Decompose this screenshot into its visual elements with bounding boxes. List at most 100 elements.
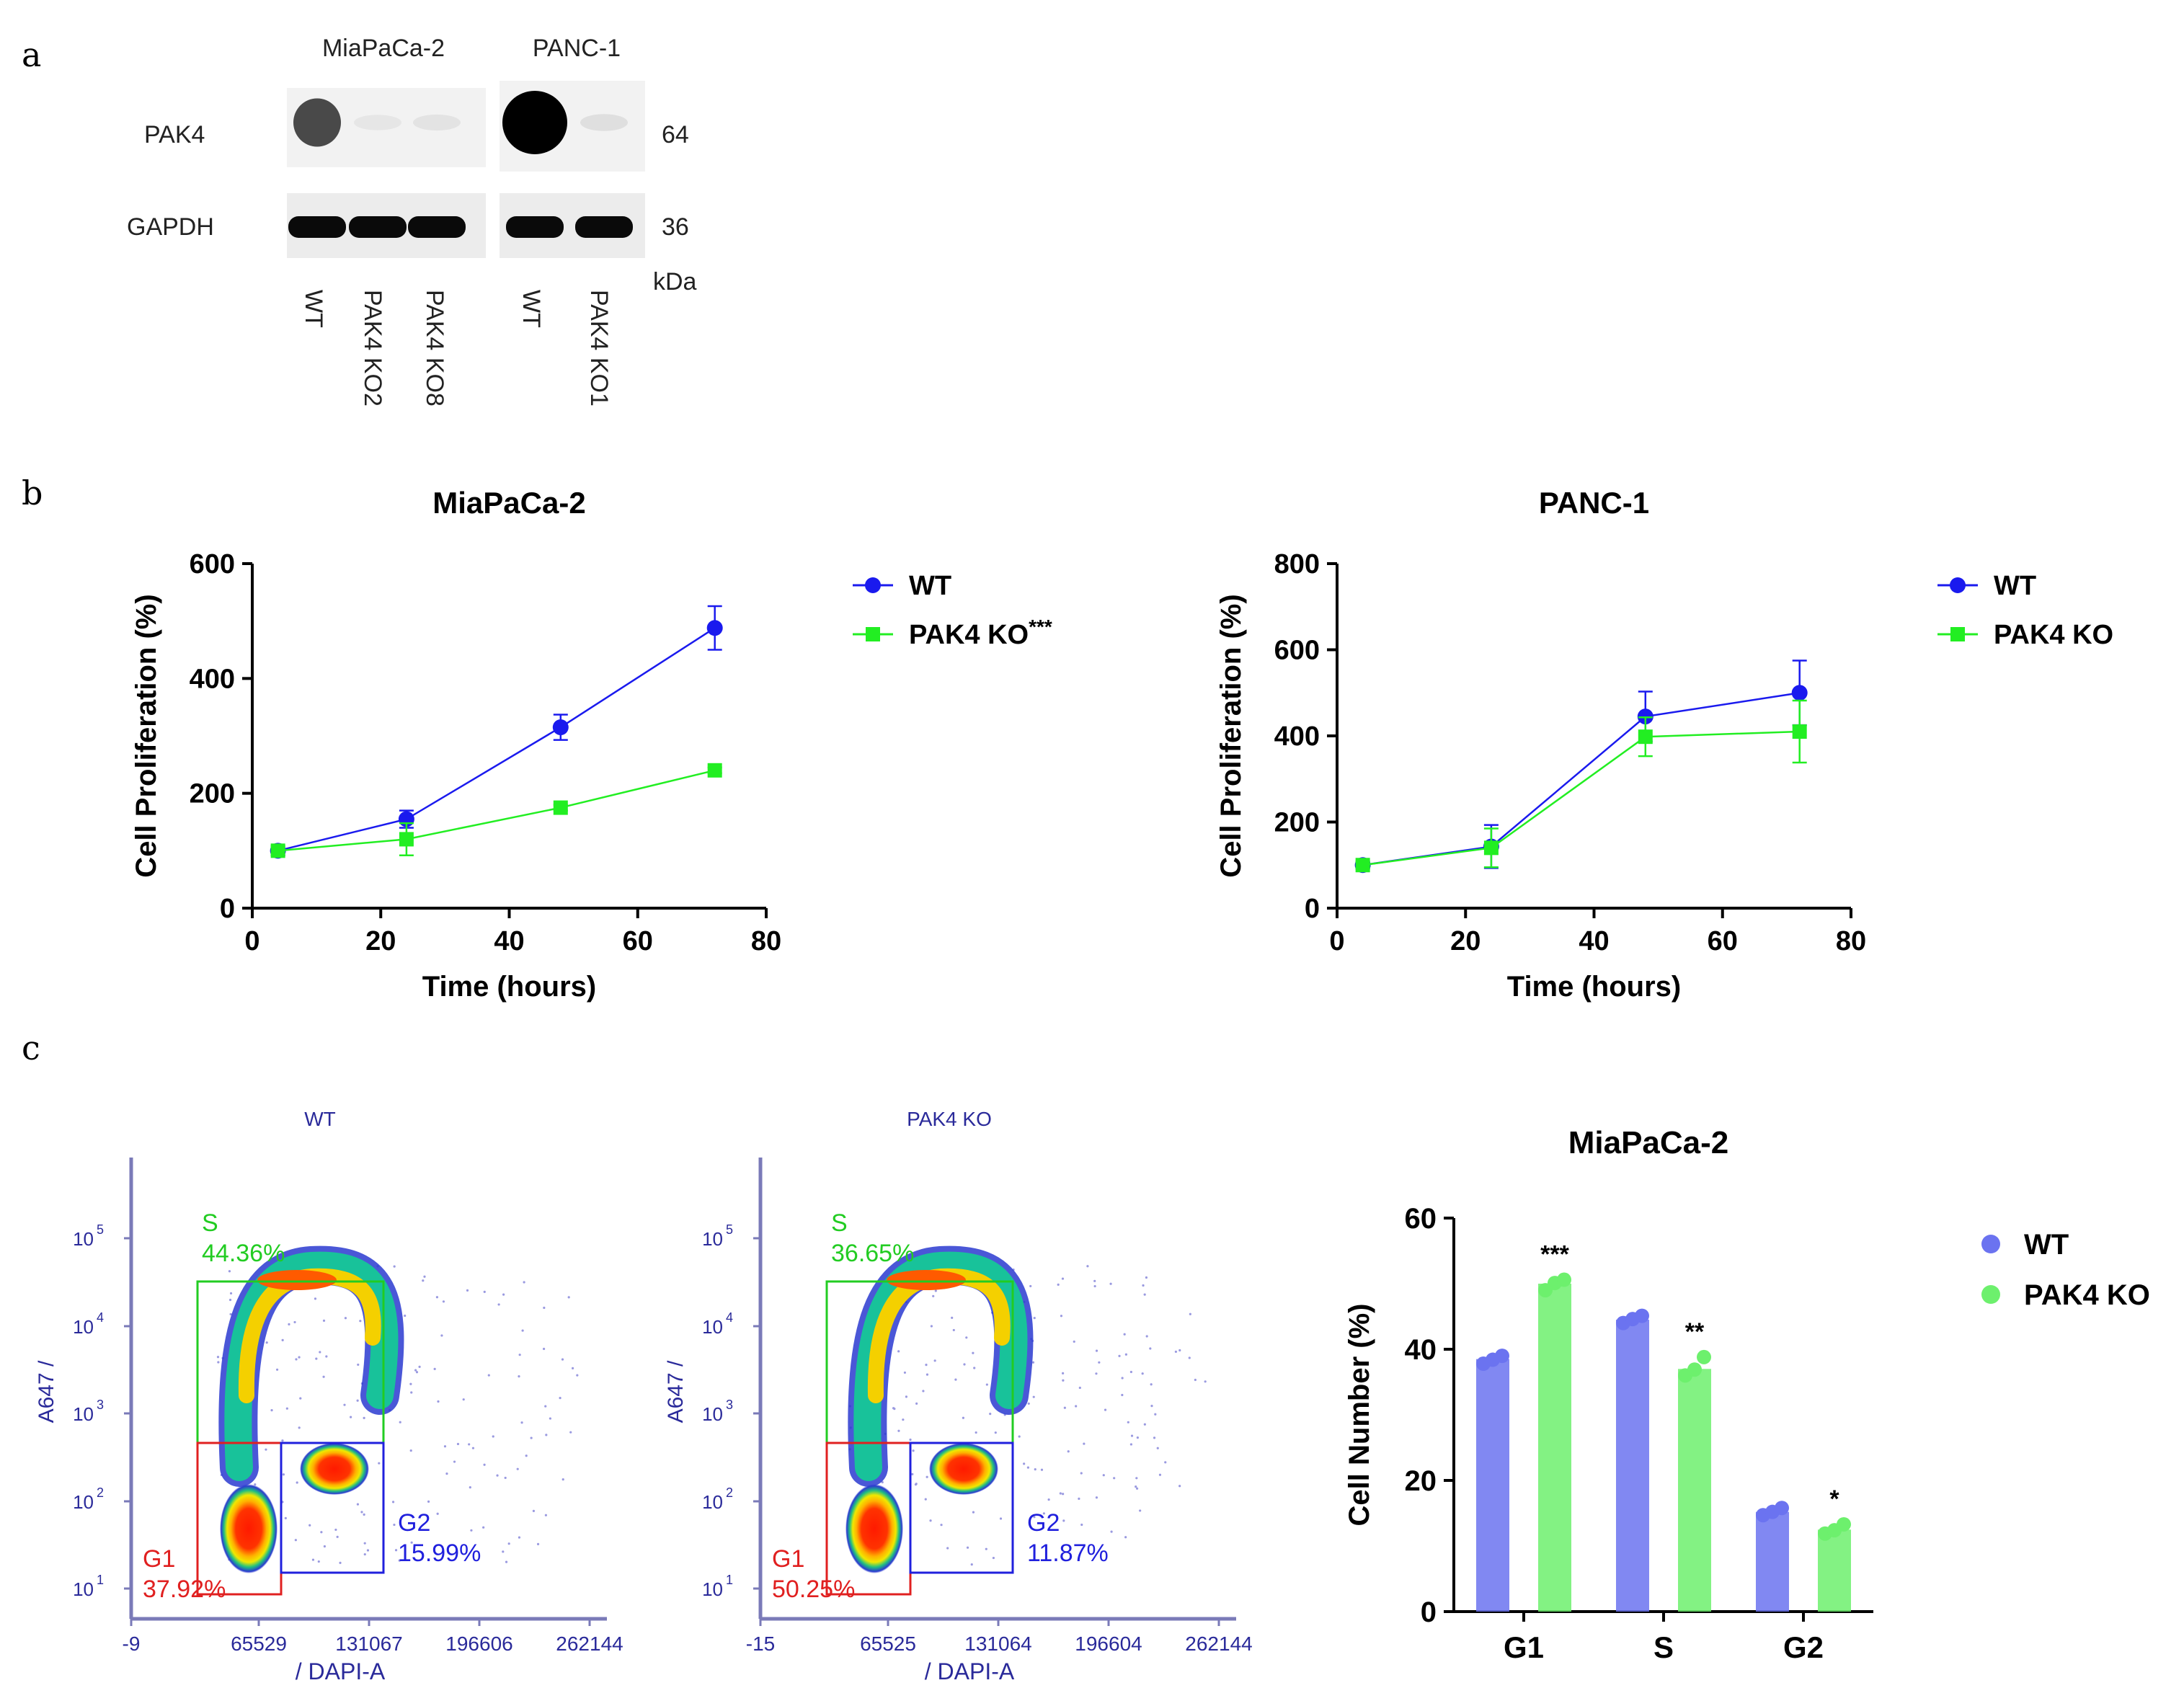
flow-event [952,1328,955,1332]
y-tick-label: 800 [1274,549,1320,579]
flow-event [559,1397,561,1400]
y-tick-label: 200 [190,779,235,809]
flow-event [265,1341,268,1344]
x-tick-label: 40 [1579,926,1609,956]
bar-y-axis-label: Cell Number (%) [1344,1304,1375,1527]
flow-event [1047,1498,1050,1501]
flow-event [393,1523,396,1527]
x-tick-label: 60 [623,926,653,956]
flow-event [965,1336,968,1339]
flow-event [518,1354,521,1356]
flow-event [567,1296,570,1299]
flow-event [284,1516,287,1519]
flow-y-tick-label: 10 [702,1403,723,1425]
flow-event [436,1512,439,1515]
flow-event [1033,1317,1036,1320]
flow-y-tick-label: 10 [73,1578,94,1600]
flow-y-tick-label: 10 [702,1491,723,1513]
wb-band-pak4 [580,114,628,131]
flow-y-tick-label: 10 [702,1578,723,1600]
flow-event [1063,1406,1066,1409]
flow-event [363,1552,366,1556]
flow-event [496,1474,499,1477]
wb-protein-pak4: PAK4 [144,121,205,148]
flow-event [366,1549,370,1552]
flow-x-axis-label: / DAPI-A [925,1658,1015,1684]
flow-event [1093,1284,1096,1288]
flow-event [443,1445,447,1448]
flow-event [423,1275,426,1278]
flow-event [934,1289,937,1292]
flow-event [319,1351,321,1354]
flow-event [542,1347,546,1351]
flow-event [532,1509,536,1512]
wb-band-pak4 [354,115,401,130]
flow-event [334,1528,337,1532]
flow-event [1102,1474,1105,1477]
flow-event [391,1501,395,1503]
flow-event [1121,1393,1124,1397]
data-point [1483,840,1499,856]
gate-g2-pct: 11.87% [1027,1540,1109,1567]
flow-event [1189,1312,1191,1315]
bar-legend-label: PAK4 KO [2024,1279,2150,1311]
flow-event [544,1514,548,1516]
flow-event [946,1547,949,1550]
flow-event [975,1431,977,1434]
gate-s-pct: 36.65% [831,1240,914,1267]
flow-event [1178,1349,1181,1352]
flow-event [1057,1283,1060,1287]
flow-event [1118,1354,1121,1357]
flow-event [1098,1361,1101,1364]
flow-event [360,1511,363,1514]
flow-event [1142,1284,1145,1287]
bar-G2-1 [1818,1529,1851,1612]
bar-dot [1697,1349,1711,1364]
flow-event [378,1462,381,1465]
flow-event [433,1367,436,1370]
wb-lane-2: PAK4 KO2 [359,290,386,407]
flow-event [288,1323,290,1325]
bar-dot [1775,1501,1789,1516]
flow-event [1194,1378,1197,1382]
data-point [707,763,722,778]
flow-event [343,1403,346,1406]
flow-event [323,1545,327,1548]
flow-event [1174,1350,1178,1354]
flow-event [393,1265,396,1268]
legend-significance: *** [1029,616,1052,638]
y-tick-label: 600 [190,549,235,579]
bar-chart-cell-cycle: MiaPaCa-2 0 20 40 60 Cell Number (%) G1 *** S ** G… [1344,1125,2150,1664]
wb-cellline-panc1: PANC-1 [533,35,621,62]
flow-event [1032,1395,1035,1398]
flow-event [350,1416,352,1418]
flow-event [418,1365,421,1368]
bar-legend-marker [1981,1235,2000,1253]
flow-event [356,1503,360,1506]
series-line-0 [1362,692,1800,866]
flow-event [1042,1512,1045,1515]
flow-event [427,1500,430,1503]
line-chart-miapaca: MiaPaCa-2 0 20 40 60 80 0 200 400 600 Time (hours)… [130,486,1052,1003]
flow-event [902,1418,905,1421]
bar-significance: *** [1540,1241,1569,1269]
flow-event [1023,1462,1026,1465]
flow-event [1123,1333,1126,1336]
flow-event [265,1448,267,1451]
gate-g2-name: G2 [398,1509,430,1537]
bar-dot [1557,1272,1571,1287]
flow-event [1153,1436,1156,1439]
flow-event [1135,1477,1138,1480]
flow-event [518,1374,520,1378]
bar-y-tick-label: 40 [1405,1334,1437,1366]
flow-event [216,1356,220,1359]
flow-event [973,1367,976,1369]
flow-event [924,1498,927,1501]
wb-cellline-miapaca: MiaPaCa-2 [322,35,445,62]
flow-event [1135,1485,1137,1488]
flow-event [985,1383,988,1386]
flow-event [1040,1468,1044,1471]
flow-event [1113,1477,1116,1480]
flow-event [409,1449,412,1452]
